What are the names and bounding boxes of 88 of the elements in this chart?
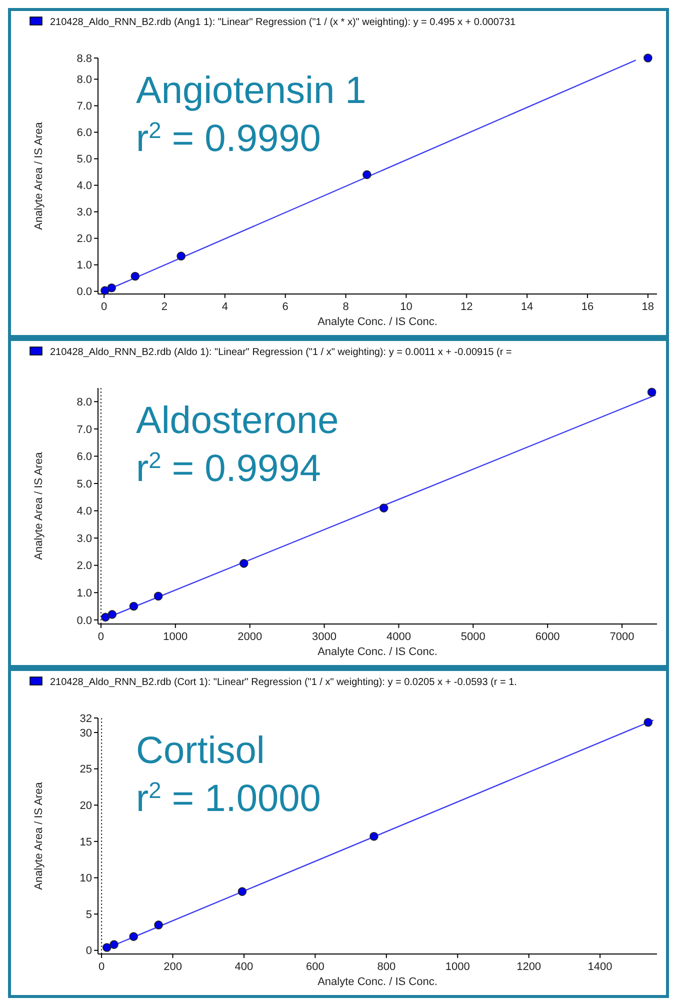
chart-title: 210428_Aldo_RNN_B2.rdb (Aldo 1): "Linear" Regression ("1 / x" weighting): y = 0.0011 x + -0.00915 (r = bbox=[50, 347, 512, 358]
y-axis-title: Analyte Area / IS Area bbox=[33, 121, 45, 230]
x-tick-label: 600 bbox=[306, 961, 324, 973]
x-tick-label: 4 bbox=[222, 301, 228, 313]
annotation: Angiotensin 1 bbox=[136, 70, 366, 112]
point bbox=[101, 612, 110, 622]
point bbox=[644, 54, 652, 62]
x-tick-label: 6000 bbox=[535, 631, 560, 643]
point bbox=[379, 504, 388, 512]
y-tick-label: 4.0 bbox=[76, 506, 92, 518]
x-tick-label: 10 bbox=[400, 301, 412, 313]
point bbox=[370, 832, 378, 841]
y-tick-label: 7.0 bbox=[76, 424, 92, 436]
y-axis-title: Analyte Area / IS Area bbox=[33, 451, 45, 560]
point bbox=[362, 170, 372, 180]
point bbox=[647, 388, 656, 396]
y-tick-label: 3.0 bbox=[76, 206, 92, 219]
annotation: Aldosterone bbox=[136, 400, 339, 442]
x-tick-label: 4000 bbox=[386, 631, 411, 643]
point bbox=[100, 286, 110, 295]
point bbox=[110, 940, 118, 949]
point bbox=[238, 887, 247, 896]
y-tick-label: 1.0 bbox=[76, 260, 92, 272]
y-tick-label: 8.0 bbox=[76, 396, 92, 408]
y-tick-label: 30 bbox=[80, 727, 92, 740]
y-tick-label: 0.0 bbox=[76, 614, 92, 627]
point bbox=[239, 559, 248, 568]
x-tick-label: 8 bbox=[342, 301, 349, 313]
y-tick-label: 20 bbox=[80, 800, 92, 812]
y-tick-label: 0.0 bbox=[76, 286, 92, 298]
x-tick-label: 3000 bbox=[312, 631, 337, 643]
point bbox=[129, 932, 138, 941]
x-tick-label: 0 bbox=[98, 961, 105, 973]
y-tick-label: 10 bbox=[80, 872, 92, 885]
x-tick-label: 1400 bbox=[588, 961, 612, 973]
point bbox=[644, 718, 652, 727]
y-tick-label: 6.0 bbox=[76, 127, 92, 140]
x-axis-title: Analyte Conc. / IS Conc. bbox=[318, 976, 438, 988]
annotation: r$^{2}$ = 0.9994 bbox=[136, 447, 321, 490]
annotation: r$^{2}$ = 1.0000 bbox=[136, 777, 321, 820]
y-tick-label: 0 bbox=[86, 945, 92, 958]
y-tick-label: 4.0 bbox=[76, 180, 92, 192]
x-tick-label: 1200 bbox=[516, 961, 542, 973]
y-tick-label: 6.0 bbox=[76, 451, 92, 464]
x-tick-label: 16 bbox=[581, 301, 594, 313]
x-tick-label: 2000 bbox=[238, 631, 262, 643]
x-axis-title: Analyte Conc. / IS Conc. bbox=[318, 646, 438, 658]
x-tick-label: 400 bbox=[234, 961, 254, 973]
y-tick-label: 1.0 bbox=[76, 587, 92, 600]
point bbox=[176, 252, 186, 260]
x-tick-label: 5000 bbox=[460, 631, 486, 643]
y-tick-label: 8.8 bbox=[76, 52, 92, 65]
y-tick-label: 5.0 bbox=[76, 154, 92, 166]
point bbox=[129, 602, 138, 611]
x-tick-label: 6 bbox=[282, 301, 288, 313]
x-tick-label: 0 bbox=[100, 301, 108, 313]
x-axis-title: Analyte Conc. / IS Conc. bbox=[318, 316, 438, 328]
y-tick-label: 2.0 bbox=[76, 560, 92, 572]
x-tick-label: 800 bbox=[377, 961, 396, 973]
x-tick-label: 2 bbox=[161, 301, 168, 313]
y-tick-label: 8.0 bbox=[76, 74, 92, 86]
y-tick-label: 7.0 bbox=[76, 100, 92, 113]
y-tick-label: 25 bbox=[80, 764, 92, 776]
point bbox=[154, 592, 163, 601]
y-tick-label: 5 bbox=[86, 908, 92, 921]
y-tick-label: 2.0 bbox=[76, 233, 92, 246]
annotation: r$^{2}$ = 0.9990 bbox=[136, 117, 321, 160]
x-tick-label: 18 bbox=[642, 301, 654, 313]
point bbox=[108, 610, 117, 619]
point bbox=[154, 920, 163, 930]
x-tick-label: 1000 bbox=[163, 631, 188, 643]
point bbox=[102, 943, 112, 952]
x-tick-label: 0 bbox=[98, 631, 104, 643]
annotation: Cortisol bbox=[136, 730, 265, 772]
x-tick-label: 1000 bbox=[445, 961, 470, 973]
x-tick-label: 200 bbox=[164, 961, 182, 973]
x-tick-label: 7000 bbox=[610, 631, 634, 643]
point bbox=[107, 284, 116, 292]
y-tick-label: 5.0 bbox=[76, 478, 92, 490]
x-tick-label: 12 bbox=[460, 301, 473, 313]
chart-title: 210428_Aldo_RNN_B2.rdb (Ang1 1): "Linear" Regression ("1 / (x * x)" weighting): y = 0.495 x + 0.000731 bbox=[50, 17, 516, 28]
y-tick-label: 15 bbox=[80, 836, 92, 848]
y-axis-title: Analyte Area / IS Area bbox=[33, 781, 45, 890]
chart-title: 210428_Aldo_RNN_B2.rdb (Cort 1): "Linear" Regression ("1 / x" weighting): y = 0.0205 x + -0.0593 (r = 1. bbox=[50, 677, 517, 688]
y-tick-label: 32 bbox=[80, 712, 92, 725]
point bbox=[130, 272, 140, 281]
y-tick-label: 3.0 bbox=[76, 532, 92, 545]
x-tick-label: 14 bbox=[520, 301, 534, 313]
